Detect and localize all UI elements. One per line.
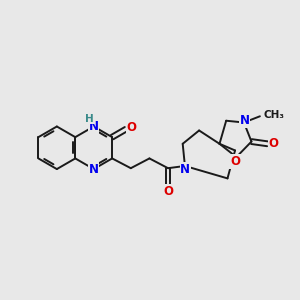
Text: N: N [89, 120, 99, 133]
Text: O: O [268, 137, 279, 150]
Text: N: N [89, 163, 99, 176]
Text: CH₃: CH₃ [263, 110, 284, 120]
Text: O: O [230, 155, 240, 168]
Text: N: N [240, 114, 250, 127]
Text: O: O [126, 121, 136, 134]
Text: H: H [85, 113, 94, 124]
Text: N: N [180, 163, 190, 176]
Text: O: O [163, 185, 173, 198]
